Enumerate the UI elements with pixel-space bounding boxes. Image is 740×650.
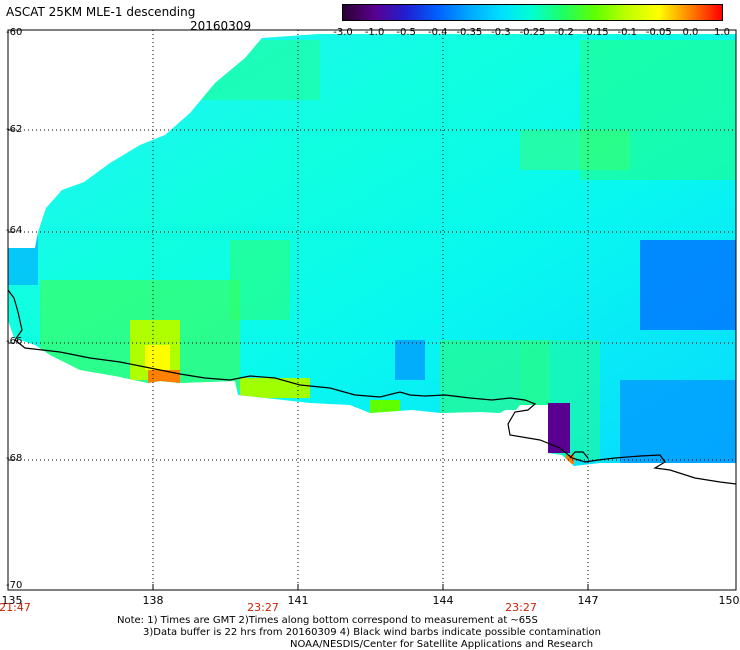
colorbar [342,4,723,21]
colorbar-tick-label: -0.4 [427,27,448,38]
lat-label-62: -62 [6,124,23,135]
colorbar-tick-label: -0.3 [491,27,511,38]
lat-label-70: -70 [6,580,23,591]
coastline-inlet [569,451,589,459]
colorbar-tick-label: -0.25 [519,27,546,38]
map-date: 20160309 [190,19,252,33]
note-line-1: Note: 1) Times are GMT 2)Times along bot… [117,615,538,626]
grid-lines [8,30,736,590]
lat-label-60: -60 [6,27,23,38]
map-frame [7,29,737,591]
lat-label-64: -64 [6,225,23,236]
note-line-3: NOAA/NESDIS/Center for Satellite Applica… [290,639,594,650]
colorbar-tick-label: 1.0 [714,27,730,38]
coastline [7,289,737,485]
colorbar-tick-label: -0.1 [617,27,638,38]
colorbar-tick-label: -0.15 [582,27,609,38]
lon-label-135: 135 [1,594,23,607]
wind-field-swath [8,34,736,466]
lon-label-147: 147 [577,594,599,607]
lon-label-141: 141 [287,594,309,607]
lon-label-150: 150 [718,594,740,607]
tick-marks [8,129,589,590]
time-label-1: 21:47 [0,601,31,614]
colorbar-tick-label: 0.0 [682,27,699,38]
map-title: ASCAT 25KM MLE-1 descending [6,5,196,19]
time-label-2: 23:27 [247,601,279,614]
lat-label-66: -66 [6,336,23,347]
colorbar-tick-label: -0.2 [554,27,574,38]
lon-label-138: 138 [142,594,164,607]
colorbar-tick-label: -0.5 [396,27,416,38]
colorbar-tick-label: -0.05 [645,27,672,38]
note-line-2: 3)Data buffer is 22 hrs from 20160309 4)… [143,627,601,638]
lon-label-144: 144 [432,594,454,607]
colorbar-tick-label: -1.0 [364,27,385,38]
colorbar-tick-label: -0.35 [456,27,483,38]
lat-label-68: -68 [6,453,23,464]
time-label-3: 23:27 [505,601,537,614]
colorbar-tick-label: -3.0 [333,27,353,38]
